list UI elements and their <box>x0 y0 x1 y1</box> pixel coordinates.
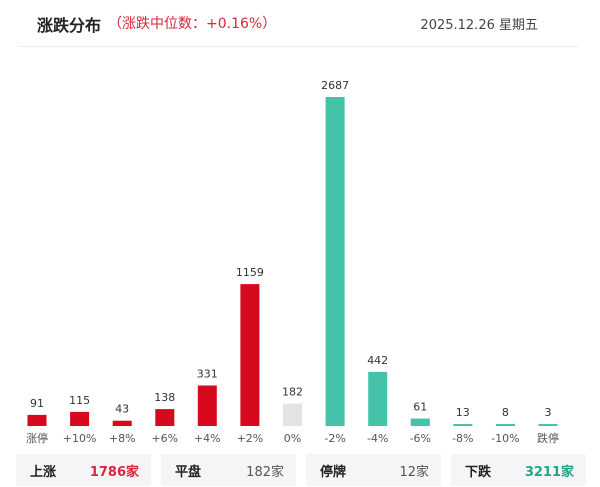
summary-flat: 平盘 182家 <box>161 454 296 486</box>
summary-up-label: 上涨 <box>30 464 57 480</box>
summary-down: 下跌 3211家 <box>451 454 586 486</box>
bar-value-label-9: 61 <box>413 401 427 414</box>
category-label-6: 0% <box>284 432 301 445</box>
bar-3 <box>155 409 175 426</box>
category-label-3: +6% <box>151 432 178 445</box>
bar-value-label-0: 91 <box>30 397 44 410</box>
bar-11 <box>495 424 515 426</box>
bar-2 <box>112 420 132 426</box>
bar-8 <box>368 371 388 426</box>
category-label-1: +10% <box>63 432 97 445</box>
bar-value-label-10: 13 <box>456 406 470 419</box>
bar-12 <box>538 424 558 426</box>
summary-flat-label: 平盘 <box>175 464 202 480</box>
category-label-2: +8% <box>109 432 136 445</box>
summary-suspended-value: 12家 <box>399 464 429 480</box>
summary-bar: 上涨 1786家 平盘 182家 停牌 12家 下跌 3211家 <box>16 454 586 486</box>
category-label-9: -6% <box>410 432 431 445</box>
bar-value-label-4: 331 <box>197 368 218 381</box>
distribution-bar-chart: 91涨停115+10%43+8%138+6%331+4%1159+2%1820%… <box>26 79 559 445</box>
header-divider <box>18 46 578 47</box>
bar-value-label-7: 2687 <box>321 79 349 92</box>
bar-5 <box>240 284 260 426</box>
bar-value-label-2: 43 <box>115 403 129 416</box>
bar-7 <box>325 97 345 426</box>
category-label-12: 跌停 <box>537 431 559 445</box>
category-label-10: -8% <box>452 432 473 445</box>
summary-suspended: 停牌 12家 <box>306 454 441 486</box>
bar-value-label-11: 8 <box>502 406 509 419</box>
bar-value-label-1: 115 <box>69 394 90 407</box>
category-label-11: -10% <box>491 432 519 445</box>
median-change-subtitle: （涨跌中位数：+0.16%） <box>108 16 277 32</box>
chart-header: 涨跌分布 （涨跌中位数：+0.16%） 2025.12.26 星期五 <box>0 0 600 48</box>
bar-6 <box>283 403 302 426</box>
bar-9 <box>410 418 430 426</box>
summary-suspended-label: 停牌 <box>320 464 347 480</box>
summary-down-value: 3211家 <box>524 464 574 480</box>
bar-value-label-3: 138 <box>154 391 175 404</box>
bar-value-label-12: 3 <box>545 406 552 419</box>
bar-4 <box>197 385 217 426</box>
category-label-7: -2% <box>324 432 345 445</box>
chart-title: 涨跌分布 <box>37 16 102 35</box>
date-label: 2025.12.26 星期五 <box>420 18 538 33</box>
category-label-5: +2% <box>237 432 264 445</box>
bar-value-label-8: 442 <box>367 354 388 367</box>
summary-up: 上涨 1786家 <box>16 454 151 486</box>
bar-value-label-6: 182 <box>282 386 303 399</box>
summary-down-label: 下跌 <box>465 464 492 480</box>
summary-up-value: 1786家 <box>89 464 139 480</box>
bar-0 <box>27 414 47 426</box>
category-label-4: +4% <box>194 432 221 445</box>
bar-10 <box>453 424 473 426</box>
category-label-0: 涨停 <box>26 431 48 445</box>
summary-flat-value: 182家 <box>246 464 284 480</box>
category-label-8: -4% <box>367 432 388 445</box>
bar-value-label-5: 1159 <box>236 266 264 279</box>
bar-1 <box>70 411 90 426</box>
